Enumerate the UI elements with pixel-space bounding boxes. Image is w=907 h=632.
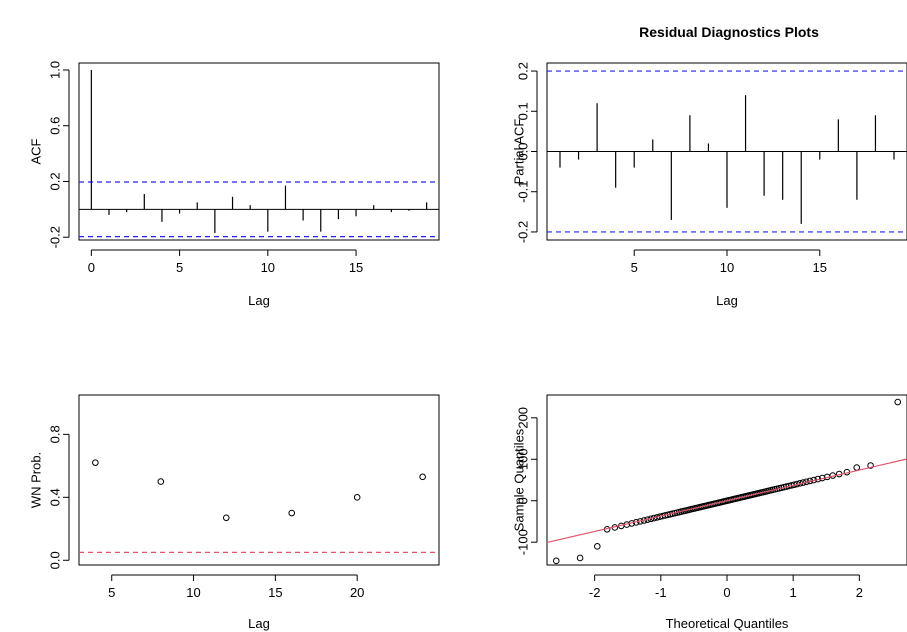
x-tick-label: -2 <box>589 585 601 600</box>
figure-title: Residual Diagnostics Plots <box>639 24 819 40</box>
qq-point <box>593 543 601 550</box>
x-tick-label: 5 <box>108 585 115 600</box>
y-tick-label: -0.1 <box>516 181 531 203</box>
pacf-plot: 5 10 15 -0.2 -0.1 0.0 0.1 0.2 Lag Partial ACF <box>512 62 907 308</box>
x-tick-label: 0 <box>88 260 95 275</box>
qq-reference-line <box>547 458 907 544</box>
x-tick-label: 10 <box>720 260 734 275</box>
y-axis-title: WN Prob. <box>29 452 44 508</box>
x-tick-label: 10 <box>186 585 200 600</box>
plot-frame <box>78 394 440 566</box>
acf-plot: 0 5 10 15 -0.2 0.2 0.6 1.0 Lag ACF <box>29 61 440 308</box>
x-tick-label: 15 <box>813 260 827 275</box>
y-tick-label: 100 <box>516 448 531 470</box>
x-axis-title: Lag <box>248 293 270 308</box>
data-point <box>222 514 230 522</box>
data-point <box>92 459 99 466</box>
x-tick-label: 5 <box>631 260 638 275</box>
y-tick-label: 200 <box>516 407 531 429</box>
y-tick-label: 0.8 <box>48 425 63 443</box>
y-axis-title: ACF <box>29 138 44 164</box>
y-tick-label: -0.2 <box>516 221 531 243</box>
y-tick-label: 0.0 <box>516 142 531 160</box>
x-tick-label: -1 <box>655 585 667 600</box>
qq-point <box>552 557 560 565</box>
x-tick-label: 15 <box>349 260 363 275</box>
y-tick-label: 0.6 <box>48 117 63 135</box>
y-tick-label: 1.0 <box>48 61 63 79</box>
qq-point <box>576 554 584 562</box>
x-axis-title: Theoretical Quantiles <box>666 616 789 631</box>
data-point <box>419 473 426 481</box>
x-tick-label: 0 <box>723 585 730 600</box>
normal-qq-plot: -2 -1 0 1 2 -100 0 100 200 Theoretical Quantiles S… <box>512 394 907 631</box>
y-tick-label: -0.2 <box>48 226 63 248</box>
y-tick-label: 0 <box>516 497 531 504</box>
y-tick-label: -100 <box>516 529 531 555</box>
x-axis-title: Lag <box>248 616 270 631</box>
x-tick-label: 15 <box>268 585 282 600</box>
y-axis-title: Sample Quantiles <box>512 428 527 531</box>
plot-frame <box>546 394 907 566</box>
white-noise-probability-plot: 5 10 15 20 0.0 0.4 0.8 Lag WN Prob. <box>29 394 440 631</box>
x-axis-title: Lag <box>716 293 738 308</box>
y-tick-label: 0.4 <box>48 488 63 506</box>
data-point <box>288 509 296 517</box>
x-tick-label: 10 <box>261 260 275 275</box>
y-tick-label: 0.1 <box>516 102 531 120</box>
x-tick-label: 2 <box>856 585 863 600</box>
y-tick-label: 0.0 <box>48 551 63 569</box>
data-point <box>157 478 165 485</box>
plot-frame <box>78 62 440 241</box>
x-tick-label: 5 <box>176 260 183 275</box>
y-axis-title: Partial ACF <box>512 119 527 185</box>
y-tick-label: 0.2 <box>516 62 531 80</box>
qq-point <box>867 462 874 469</box>
y-tick-label: 0.2 <box>48 172 63 190</box>
x-tick-label: 20 <box>350 585 364 600</box>
qq-point <box>894 398 902 406</box>
x-tick-label: 1 <box>790 585 797 600</box>
data-point <box>353 494 361 501</box>
